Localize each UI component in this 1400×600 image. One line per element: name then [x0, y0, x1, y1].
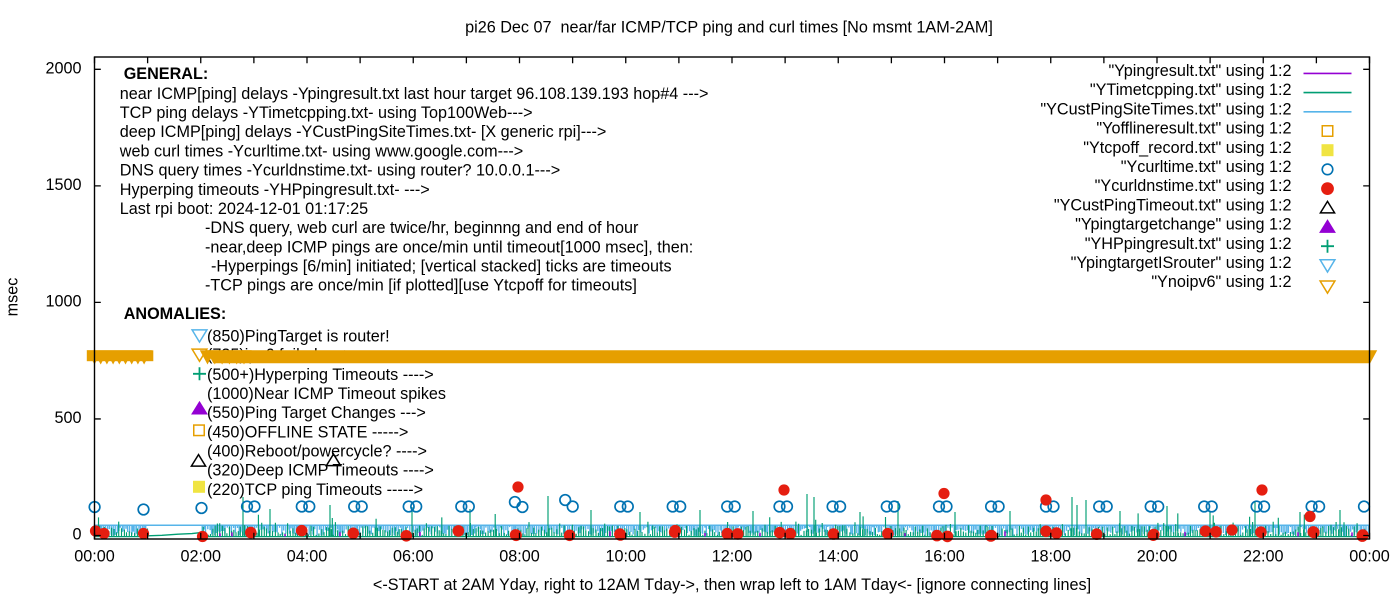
svg-text:"YpingtargetISrouter" using 1:: "YpingtargetISrouter" using 1:2 [1071, 254, 1292, 272]
svg-text:(1000)Near ICMP Timeout spikes: (1000)Near ICMP Timeout spikes [207, 385, 446, 403]
svg-text:-Hyperpings [6/min] initiated;: -Hyperpings [6/min] initiated; [vertical… [211, 257, 672, 275]
svg-text:"Ypingresult.txt" using 1:2: "Ypingresult.txt" using 1:2 [1108, 62, 1291, 80]
svg-text:18:00: 18:00 [1031, 548, 1072, 566]
svg-text:12:00: 12:00 [712, 548, 753, 566]
svg-text:"Ypingtargetchange" using 1:2: "Ypingtargetchange" using 1:2 [1075, 216, 1291, 234]
svg-text:"Ycurltime.txt" using 1:2: "Ycurltime.txt" using 1:2 [1121, 158, 1292, 176]
svg-text:(500+)Hyperping Timeouts ---->: (500+)Hyperping Timeouts ----> [207, 366, 434, 384]
svg-text:Last rpi boot: 2024-12-01 01:1: Last rpi boot: 2024-12-01 01:17:25 [120, 200, 368, 218]
svg-text:2000: 2000 [45, 60, 81, 78]
svg-text:Hyperping timeouts -YHPpingres: Hyperping timeouts -YHPpingresult.txt- -… [120, 181, 430, 199]
svg-text:"Ycurldnstime.txt" using 1:2: "Ycurldnstime.txt" using 1:2 [1095, 177, 1292, 195]
svg-text:"Ytcpoff_record.txt" using 1:2: "Ytcpoff_record.txt" using 1:2 [1083, 139, 1291, 157]
svg-text:pi26 Dec 07 near/far ICMP/TCP: pi26 Dec 07 near/far ICMP/TCP ping and c… [465, 19, 993, 37]
svg-text:"YCustPingSiteTimes.txt" using: "YCustPingSiteTimes.txt" using 1:2 [1040, 100, 1291, 118]
svg-text:"Ynoipv6" using 1:2: "Ynoipv6" using 1:2 [1151, 273, 1291, 291]
svg-text:04:00: 04:00 [287, 548, 328, 566]
svg-text:msec: msec [4, 278, 22, 317]
svg-text:-near,deep ICMP pings are once: -near,deep ICMP pings are once/min until… [205, 238, 693, 256]
svg-text:500: 500 [54, 409, 81, 427]
svg-text:(550)Ping Target Changes --->: (550)Ping Target Changes ---> [207, 404, 426, 422]
svg-text:near ICMP[ping] delays -Ypingr: near ICMP[ping] delays -Ypingresult.txt … [120, 85, 709, 103]
svg-text:"YTimetcpping.txt" using 1:2: "YTimetcpping.txt" using 1:2 [1090, 81, 1292, 99]
svg-text:(320)Deep ICMP Timeouts ---->: (320)Deep ICMP Timeouts ----> [207, 462, 434, 480]
svg-text:22:00: 22:00 [1243, 548, 1284, 566]
svg-text:(450)OFFLINE STATE ----->: (450)OFFLINE STATE -----> [207, 423, 408, 441]
svg-text:-DNS query, web curl are twice: -DNS query, web curl are twice/hr, begin… [205, 219, 639, 237]
svg-text:GENERAL:: GENERAL: [124, 65, 209, 83]
svg-text:DNS query times -Ycurldnstime.: DNS query times -Ycurldnstime.txt- using… [120, 162, 560, 180]
svg-text:web curl times -Ycurltime.txt-: web curl times -Ycurltime.txt- using www… [119, 142, 523, 160]
svg-text:08:00: 08:00 [499, 548, 540, 566]
svg-text:"Yofflineresult.txt" using 1:2: "Yofflineresult.txt" using 1:2 [1096, 120, 1291, 138]
svg-text:ANOMALIES:: ANOMALIES: [124, 305, 227, 323]
svg-text:(220)TCP ping Timeouts ----->: (220)TCP ping Timeouts -----> [207, 481, 423, 499]
svg-text:1500: 1500 [45, 176, 81, 194]
svg-text:16:00: 16:00 [924, 548, 965, 566]
svg-text:14:00: 14:00 [818, 548, 859, 566]
svg-text:02:00: 02:00 [181, 548, 222, 566]
svg-text:1000: 1000 [45, 293, 81, 311]
svg-text:"YHPpingresult.txt" using 1:2: "YHPpingresult.txt" using 1:2 [1085, 235, 1292, 253]
svg-text:0: 0 [72, 526, 81, 544]
svg-text:06:00: 06:00 [393, 548, 434, 566]
svg-text:10:00: 10:00 [606, 548, 647, 566]
svg-text:00:00: 00:00 [74, 548, 115, 566]
svg-text:20:00: 20:00 [1137, 548, 1178, 566]
svg-text:"YCustPingTimeout.txt" using 1: "YCustPingTimeout.txt" using 1:2 [1054, 196, 1292, 214]
svg-text:-TCP pings are once/min [if pl: -TCP pings are once/min [if plotted][use… [205, 277, 637, 295]
svg-text:<-START at 2AM Yday, right to: <-START at 2AM Yday, right to 12AM Tday-… [373, 576, 1091, 594]
svg-text:deep ICMP[ping] delays -YCustP: deep ICMP[ping] delays -YCustPingSiteTim… [120, 123, 607, 141]
svg-text:00:00: 00:00 [1349, 548, 1390, 566]
svg-text:(400)Reboot/powercycle? ---->: (400)Reboot/powercycle? ----> [207, 443, 427, 461]
svg-text:TCP ping delays -YTimetcpping.: TCP ping delays -YTimetcpping.txt- using… [120, 104, 533, 122]
svg-text:(850)PingTarget is router!: (850)PingTarget is router! [207, 328, 390, 346]
